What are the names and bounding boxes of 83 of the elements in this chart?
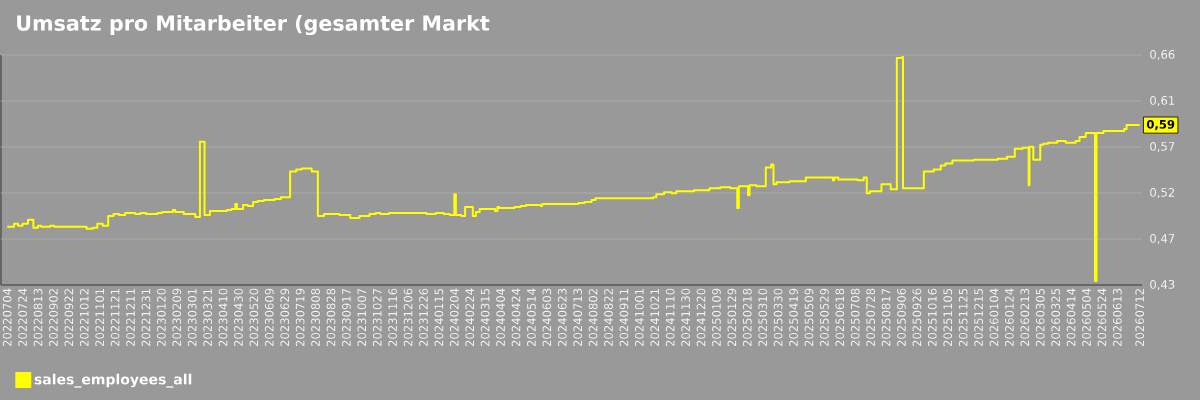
x-tick-label: 20250926 — [912, 288, 922, 347]
x-tick-label: 20240802 — [588, 289, 598, 347]
x-tick-label: 20260124 — [1005, 288, 1014, 347]
x-tick-label: 20241021 — [650, 289, 660, 347]
x-tick-label: 20250109 — [712, 288, 721, 347]
x-tick-label: 20230828 — [326, 288, 336, 347]
x-tick-label: 20220813 — [33, 288, 43, 347]
x-tick-label: 20240603 — [542, 288, 552, 347]
x-tick-label: 20240424 — [511, 288, 521, 347]
x-tick-label: 20220704 — [2, 288, 12, 347]
x-tick-label: 20221121 — [110, 289, 120, 347]
x-tick-label: 20251125 — [958, 288, 968, 347]
x-tick-label: 20230301 — [187, 289, 197, 347]
x-tick-label: 20230321 — [203, 289, 212, 347]
x-tick-label: 20260524 — [1097, 288, 1107, 347]
x-tick-label: 20240623 — [557, 288, 567, 347]
x-tick-label: 20220902 — [49, 289, 58, 347]
x-tick-label: 20240514 — [527, 288, 536, 347]
chart-title: Umsatz pro Mitarbeiter (gesamter Markt — [17, 14, 490, 36]
x-tick-label: 20250509 — [804, 288, 814, 347]
x-tick-label: 20250618 — [835, 288, 845, 347]
x-tick-label: 20220922 — [64, 289, 74, 347]
x-tick-label: 20240315 — [480, 288, 490, 347]
x-tick-label: 20240204 — [449, 288, 459, 347]
x-tick-label: 20260613 — [1112, 288, 1122, 347]
x-tick-label: 20230629 — [280, 288, 290, 347]
y-tick-label: 0,57 — [1150, 142, 1175, 152]
y-tick-label: 0,66 — [1150, 50, 1175, 60]
x-tick-label: 20230410 — [218, 288, 228, 347]
x-tick-label: 20221012 — [79, 289, 89, 347]
x-tick-label: 20250129 — [727, 288, 737, 347]
x-tick-label: 20240115 — [434, 288, 444, 347]
x-tick-label: 20241220 — [696, 288, 706, 347]
x-tick-label: 20231027 — [372, 288, 382, 347]
x-tick-label: 20250817 — [881, 288, 891, 347]
y-tick-label: 0,52 — [1150, 188, 1175, 198]
x-tick-label: 20231116 — [388, 288, 398, 347]
x-tick-label: 20260325 — [1051, 288, 1061, 347]
y-tick-label: 0,47 — [1150, 234, 1175, 244]
x-tick-label: 20260305 — [1035, 288, 1045, 347]
x-tick-label: 20241130 — [681, 288, 690, 347]
x-tick-label: 20260104 — [989, 288, 999, 347]
x-tick-label: 20230808 — [311, 288, 320, 347]
x-tick-label: 20250310 — [758, 288, 768, 347]
x-tick-label: 20251105 — [943, 288, 953, 347]
x-tick-label: 20260213 — [1020, 288, 1030, 347]
x-tick-label: 20221211 — [126, 289, 135, 347]
legend-label: sales_employees_all — [34, 373, 192, 388]
y-tick-label: 0,61 — [1150, 96, 1175, 106]
y-tick-label: 0,43 — [1150, 280, 1175, 290]
x-tick-label: 20260504 — [1082, 288, 1091, 347]
x-tick-label: 20231226 — [419, 288, 428, 347]
x-tick-label: 20250728 — [866, 288, 876, 347]
x-tick-label: 20251016 — [927, 288, 937, 347]
x-tick-label: 20240822 — [604, 289, 613, 347]
x-tick-label: 20231007 — [357, 288, 367, 347]
x-tick-label: 20221101 — [95, 289, 105, 347]
annotation: 0,59 — [1146, 119, 1175, 131]
x-tick-label: 20250419 — [789, 288, 798, 347]
x-tick-label: 20260712 — [1135, 289, 1145, 347]
x-tick-label: 20250708 — [850, 288, 860, 347]
x-tick-label: 20231206 — [403, 288, 413, 347]
x-tick-label: 20230520 — [249, 288, 259, 347]
x-tick-label: 20240713 — [573, 288, 583, 347]
x-tick-label: 20260414 — [1066, 288, 1076, 347]
x-tick-label: 20250529 — [819, 288, 829, 347]
x-tick-label: 20240911 — [619, 289, 629, 347]
x-tick-label: 20250218 — [742, 288, 752, 347]
x-tick-label: 20240404 — [496, 288, 505, 347]
x-tick-label: 20241001 — [634, 289, 644, 347]
x-tick-label: 20230609 — [264, 288, 274, 347]
x-tick-label: 20230719 — [295, 288, 305, 347]
x-tick-label: 20230209 — [172, 288, 182, 347]
x-tick-label: 20230917 — [341, 288, 351, 347]
x-tick-label: 20240224 — [465, 288, 475, 347]
x-tick-label: 20251215 — [974, 288, 983, 347]
x-tick-label: 20241110 — [665, 288, 675, 347]
x-tick-label: 20230430 — [234, 288, 243, 347]
x-tick-label: 20250906 — [897, 288, 906, 347]
x-tick-label: 20230120 — [156, 288, 166, 347]
x-tick-label: 20250330 — [773, 288, 783, 347]
x-tick-label: 20221231 — [141, 289, 151, 347]
x-tick-label: 20220724 — [18, 288, 27, 347]
